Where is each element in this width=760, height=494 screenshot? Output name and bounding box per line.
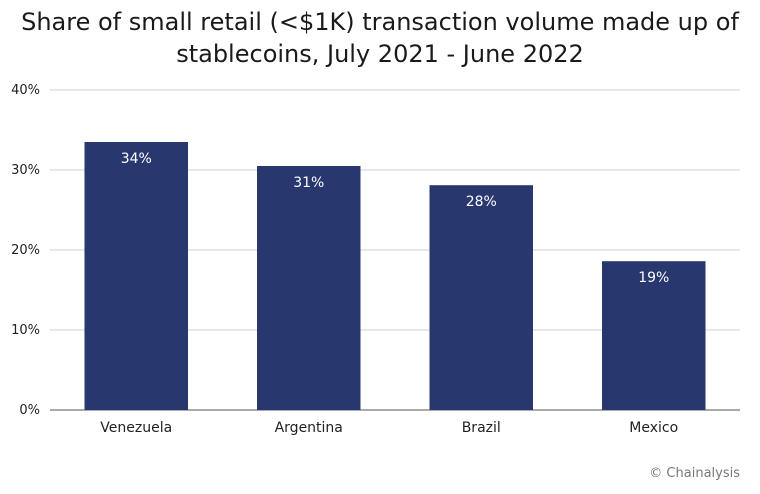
- chart-title: Share of small retail (<$1K) transaction…: [0, 6, 760, 70]
- y-tick-label: 10%: [11, 323, 40, 338]
- bar: [602, 261, 706, 410]
- credit-label: © Chainalysis: [649, 466, 740, 481]
- data-label: 28%: [466, 194, 497, 210]
- x-tick-label: Argentina: [275, 420, 343, 436]
- bar: [257, 166, 361, 410]
- data-label: 19%: [638, 270, 669, 286]
- y-tick-label: 40%: [11, 83, 40, 98]
- chart-title-line-2: stablecoins, July 2021 - June 2022: [176, 40, 584, 68]
- x-tick-label: Brazil: [462, 420, 501, 436]
- bar: [84, 142, 188, 410]
- x-tick-label: Mexico: [629, 420, 678, 436]
- y-tick-label: 0%: [19, 403, 40, 418]
- bar: [429, 185, 533, 410]
- y-tick-label: 20%: [11, 243, 40, 258]
- data-label: 31%: [293, 175, 324, 191]
- data-label: 34%: [121, 151, 152, 167]
- y-tick-label: 30%: [11, 163, 40, 178]
- chart-title-line-1: Share of small retail (<$1K) transaction…: [21, 8, 739, 36]
- x-tick-label: Venezuela: [100, 420, 172, 436]
